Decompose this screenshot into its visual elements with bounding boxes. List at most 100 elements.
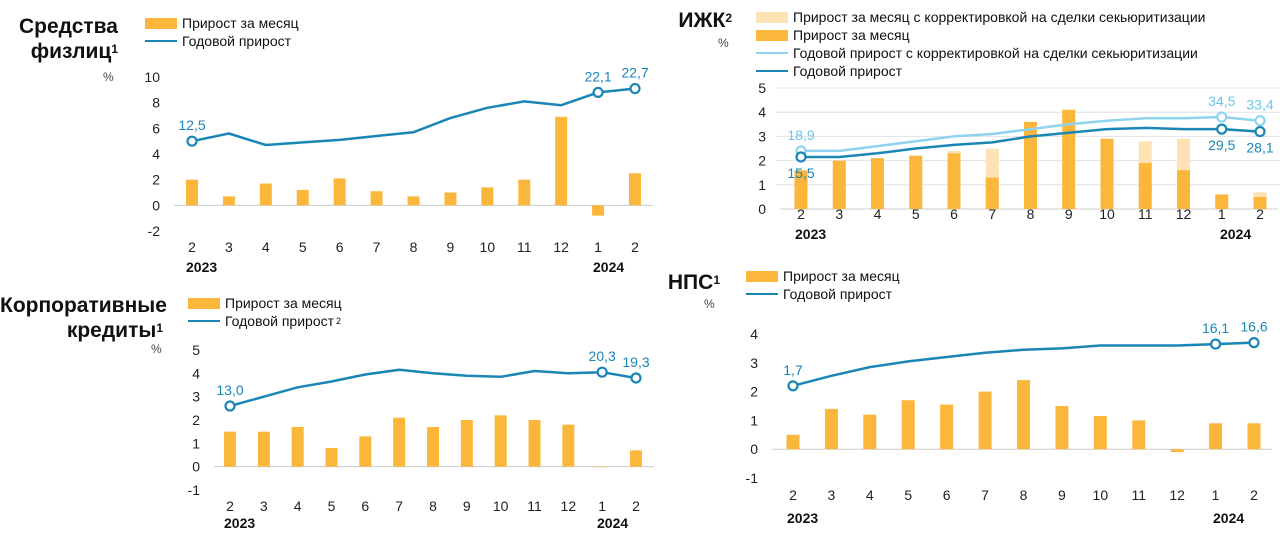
series-line [801, 126, 1261, 159]
x-tick-label: 5 [912, 206, 920, 222]
x-tick-label: 2 [797, 206, 805, 222]
year-label: 2024 [1220, 226, 1251, 242]
data-point-marker [629, 82, 641, 95]
y-tick-label: 3 [758, 128, 766, 144]
data-point-marker [186, 135, 198, 147]
x-tick-label: 11 [1131, 487, 1146, 503]
x-tick-label: 2 [1250, 487, 1258, 503]
x-tick-label: 3 [835, 206, 843, 222]
mortgage-title: ИЖК2 [640, 8, 732, 33]
x-tick-label: 3 [260, 498, 268, 514]
y-tick-label: 2 [758, 153, 766, 169]
y-tick-label: 1 [758, 177, 766, 193]
y-tick-label: 2 [152, 172, 160, 188]
bar [1247, 423, 1261, 450]
year-label: 2024 [597, 515, 628, 531]
legend-swatch-bar [756, 29, 788, 41]
bar [325, 448, 338, 467]
corporate-title-sup: 1 [156, 321, 163, 335]
legend-label: Годовой прирост [182, 33, 292, 49]
y-tick-label: 2 [750, 384, 758, 400]
x-tick-label: 8 [1027, 206, 1035, 222]
data-label: 16,1 [1202, 320, 1229, 336]
legend-item-line: Годовой прирост [145, 32, 299, 50]
bar [1093, 416, 1107, 450]
y-tick-label: -1 [188, 482, 201, 498]
bar [257, 431, 270, 467]
bar [1177, 170, 1190, 209]
bar [901, 400, 915, 450]
corporate-title-line2: кредиты [66, 319, 157, 342]
legend-item-line: Годовой прирост [746, 285, 900, 303]
data-point-marker [1254, 125, 1266, 138]
year-label: 2024 [1213, 510, 1244, 526]
y-tick-label: 4 [192, 365, 200, 381]
bar [629, 173, 641, 206]
bar [863, 414, 877, 450]
y-tick-label: 4 [152, 146, 160, 162]
x-tick-label: 10 [480, 239, 496, 255]
y-tick-label: 6 [152, 120, 160, 136]
bar [186, 179, 198, 206]
nps-unit: % [704, 297, 715, 311]
y-tick-label: 4 [750, 326, 758, 342]
bar [555, 116, 568, 206]
y-tick-label: 0 [758, 201, 766, 217]
data-point-marker [596, 366, 608, 378]
x-tick-label: 6 [361, 498, 369, 514]
x-tick-label: 4 [262, 239, 270, 255]
bar [978, 391, 992, 450]
bar [259, 183, 272, 206]
x-tick-label: 8 [429, 498, 437, 514]
legend-item-bar: Прирост за месяц [145, 14, 299, 32]
x-tick-label: 12 [553, 239, 569, 255]
x-tick-label: 7 [395, 498, 403, 514]
legend-label: Годовой прирост с корректировкой на сдел… [793, 45, 1198, 61]
deposits-title-line1: Средства [18, 15, 118, 38]
data-label: 22,7 [621, 65, 648, 81]
legend-item-line-adjusted: Годовой прирост с корректировкой на сдел… [756, 44, 1205, 62]
deposits-title-sup: 1 [111, 42, 118, 56]
corporate-title: Корпоративные кредиты1 [0, 293, 167, 343]
x-tick-label: 10 [493, 498, 509, 514]
bar [481, 187, 494, 206]
bar [393, 417, 406, 467]
bar [296, 189, 309, 206]
legend-label: Прирост за месяц [225, 295, 342, 311]
y-tick-label: 3 [750, 355, 758, 371]
bar [562, 424, 575, 467]
bar [1055, 406, 1069, 450]
bar [871, 158, 884, 209]
x-tick-label: 2 [226, 498, 234, 514]
legend-label: Годовой прирост [225, 313, 335, 329]
x-tick-label: 11 [517, 239, 532, 255]
x-tick-label: 9 [1065, 206, 1073, 222]
y-tick-label: 1 [750, 412, 758, 428]
legend-swatch-line-light [756, 52, 788, 54]
x-tick-label: 9 [463, 498, 471, 514]
bar [359, 436, 372, 467]
x-tick-label: 6 [943, 487, 951, 503]
nps-title-sup: 1 [713, 273, 720, 287]
y-tick-label: 5 [758, 80, 766, 96]
bar [444, 192, 457, 206]
bar [1062, 109, 1076, 209]
data-label: 16,6 [1240, 319, 1267, 335]
x-tick-label: 8 [1020, 487, 1028, 503]
y-tick-label: 5 [192, 342, 200, 358]
x-tick-label: 11 [1138, 206, 1153, 222]
x-tick-label: 5 [328, 498, 336, 514]
year-label: 2024 [593, 259, 624, 275]
x-tick-label: 1 [1218, 206, 1226, 222]
x-tick-label: 5 [904, 487, 912, 503]
bar [1215, 194, 1229, 209]
x-tick-label: 2 [188, 239, 196, 255]
x-tick-label: 8 [410, 239, 418, 255]
y-tick-label: 0 [152, 197, 160, 213]
bar [427, 427, 439, 467]
data-label: 20,3 [589, 348, 616, 364]
corporate-title-line1: Корпоративные [0, 294, 167, 317]
x-tick-label: 5 [299, 239, 307, 255]
legend-swatch-bar [188, 297, 220, 309]
